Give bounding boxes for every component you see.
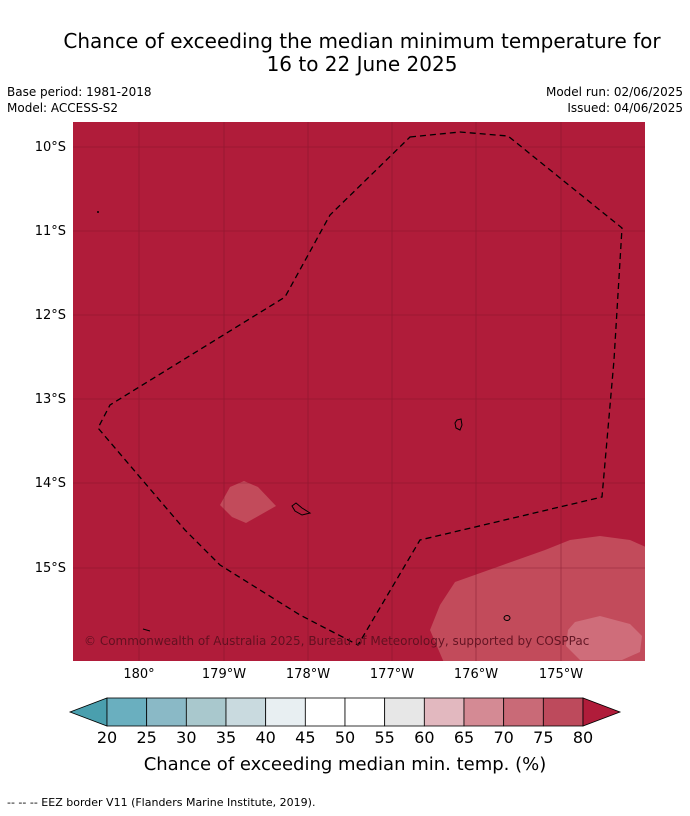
colorbar-segment — [146, 697, 187, 727]
colorbar-segment — [265, 697, 306, 727]
colorbar-segment — [503, 697, 544, 727]
colorbar-tick-label: 25 — [136, 728, 156, 747]
lon-label: 179°W — [202, 667, 246, 682]
patch-65-70-east — [566, 616, 642, 660]
colorbar-segment — [304, 697, 346, 727]
colorbar-label: Chance of exceeding median min. temp. (%… — [144, 754, 547, 775]
colorbar-tick-label: 35 — [216, 728, 236, 747]
colorbar-tick-label: 30 — [176, 728, 196, 747]
model-name: Model: ACCESS-S2 — [7, 101, 119, 115]
colorbar-segment — [106, 697, 148, 727]
lon-label: 175°W — [539, 667, 583, 682]
lat-label: 12°S — [35, 308, 66, 323]
colorbar-tick-label: 65 — [454, 728, 474, 747]
island-1 — [454, 418, 463, 431]
colorbar-tick-label: 55 — [374, 728, 394, 747]
base-period: Base period: 1981-2018 — [7, 85, 152, 99]
model-run: Model run: 02/06/2025 — [545, 85, 683, 99]
island-2 — [291, 502, 312, 516]
eez-footnote: -- -- -- EEZ border V11 (Flanders Marine… — [7, 796, 316, 809]
lat-label: 13°S — [35, 392, 66, 407]
colorbar-segment — [463, 697, 505, 727]
colorbar-segment — [185, 697, 227, 727]
title-line-1: Chance of exceeding the median minimum t… — [63, 29, 661, 53]
meta-left: Base period: 1981-2018 Model: ACCESS-S2 — [7, 84, 152, 116]
patch-70-75-west — [220, 481, 276, 523]
colorbar-ticks: 20 25 30 35 40 45 50 55 60 65 70 75 80 — [97, 728, 593, 747]
title-line-2: 16 to 22 June 2025 — [266, 52, 458, 76]
colorbar-tick-label: 80 — [573, 728, 593, 747]
meta-right: Model run: 02/06/2025 Issued: 04/06/2025 — [546, 84, 683, 116]
colorbar-segment — [423, 697, 465, 727]
eez-border — [97, 131, 623, 646]
lat-labels: 10°S 11°S 12°S 13°S 14°S 15°S — [35, 140, 66, 576]
graticule — [73, 122, 645, 661]
colorbar-tick-label: 45 — [295, 728, 315, 747]
issued-date: Issued: 04/06/2025 — [567, 101, 683, 115]
colorbar-tick-label: 20 — [97, 728, 117, 747]
island-3 — [503, 615, 511, 621]
colorbar-tick-label: 70 — [493, 728, 513, 747]
lat-label: 14°S — [35, 476, 66, 491]
colorbar-segment — [344, 697, 386, 727]
lat-label: 11°S — [35, 224, 66, 239]
colorbar-extend-low — [68, 697, 108, 727]
colorbar-tick-label: 75 — [533, 728, 553, 747]
lat-label: 15°S — [35, 561, 66, 576]
lon-label: 177°W — [370, 667, 414, 682]
copyright-text: © Commonwealth of Australia 2025, Bureau… — [84, 634, 589, 648]
colorbar-tick-label: 40 — [255, 728, 275, 747]
colorbar-segment — [542, 697, 584, 727]
lon-labels: 180° 179°W 178°W 177°W 176°W 175°W — [123, 667, 583, 682]
colorbar-extend-high — [582, 697, 622, 727]
lon-label: 178°W — [286, 667, 330, 682]
island-4 — [97, 211, 99, 213]
colorbar — [68, 697, 622, 727]
lon-label: 180° — [123, 667, 154, 682]
lon-label: 176°W — [454, 667, 498, 682]
island-5 — [142, 628, 151, 632]
map-title: Chance of exceeding the median minimum t… — [0, 30, 690, 76]
map-panel: © Commonwealth of Australia 2025, Bureau… — [73, 122, 645, 661]
colorbar-tick-label: 60 — [414, 728, 434, 747]
colorbar-segment — [225, 697, 267, 727]
lat-label: 10°S — [35, 140, 66, 155]
colorbar-segment — [384, 697, 425, 727]
colorbar-tick-label: 50 — [335, 728, 355, 747]
